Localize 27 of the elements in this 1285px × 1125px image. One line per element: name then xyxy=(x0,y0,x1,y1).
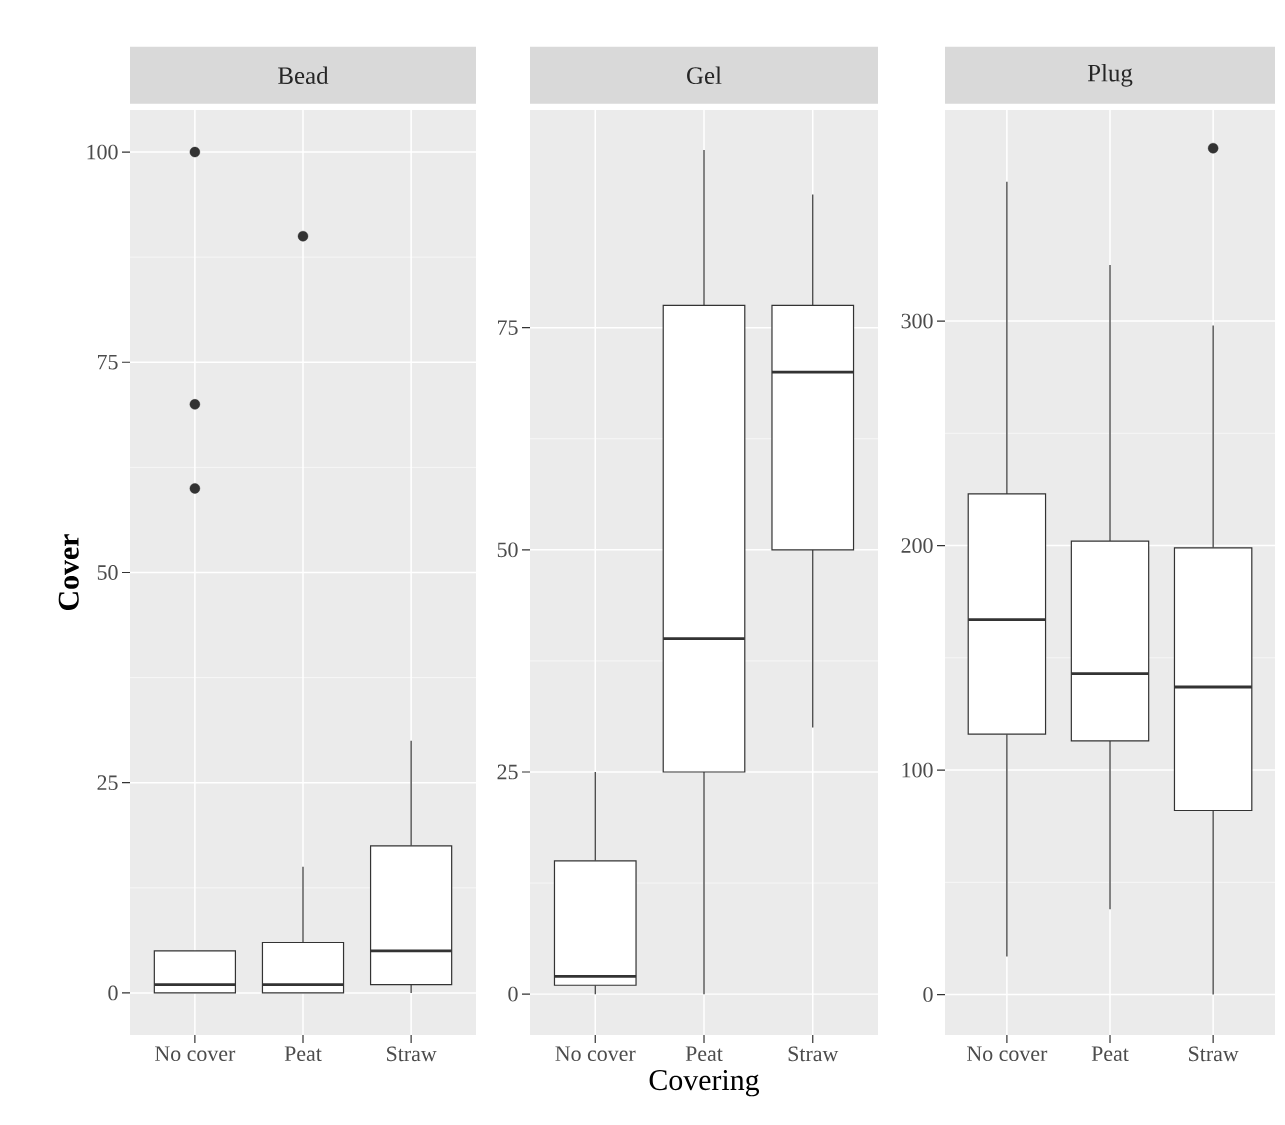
y-tick-label: 100 xyxy=(902,762,933,778)
y-tick-label: 75 xyxy=(98,354,118,370)
y-tick-label: 0 xyxy=(108,985,118,1001)
y-axis-title: Cover xyxy=(58,534,79,611)
y-tick-label: 25 xyxy=(497,764,518,780)
chart-title: Plug xyxy=(1087,63,1133,87)
y-tick-label: 200 xyxy=(901,538,933,553)
x-tick-label: Peat xyxy=(685,1046,723,1062)
x-tick-label: Peat xyxy=(1091,1046,1129,1062)
y-tick-label: 100 xyxy=(87,144,118,160)
y-tick-label: 50 xyxy=(497,542,518,558)
chart-title: Gel xyxy=(687,66,722,85)
x-tick-label: No cover xyxy=(155,1046,236,1062)
x-axis-title: Covering xyxy=(649,1070,760,1097)
x-tick-label: Straw xyxy=(788,1046,839,1062)
y-tick-label: 300 xyxy=(901,313,933,329)
x-tick-label: Straw xyxy=(387,1046,437,1062)
y-tick-label: 75 xyxy=(498,320,518,335)
chart-title: Bead xyxy=(278,66,329,85)
x-tick-label: Peat xyxy=(284,1046,322,1062)
x-tick-label: Straw xyxy=(1189,1046,1239,1062)
y-tick-label: 50 xyxy=(97,565,118,580)
y-tick-label: 0 xyxy=(508,986,518,1002)
x-tick-label: No cover xyxy=(967,1046,1048,1062)
y-tick-label: 0 xyxy=(923,987,933,1002)
y-tick-label: 25 xyxy=(97,775,118,791)
x-tick-label: No cover xyxy=(555,1046,636,1062)
